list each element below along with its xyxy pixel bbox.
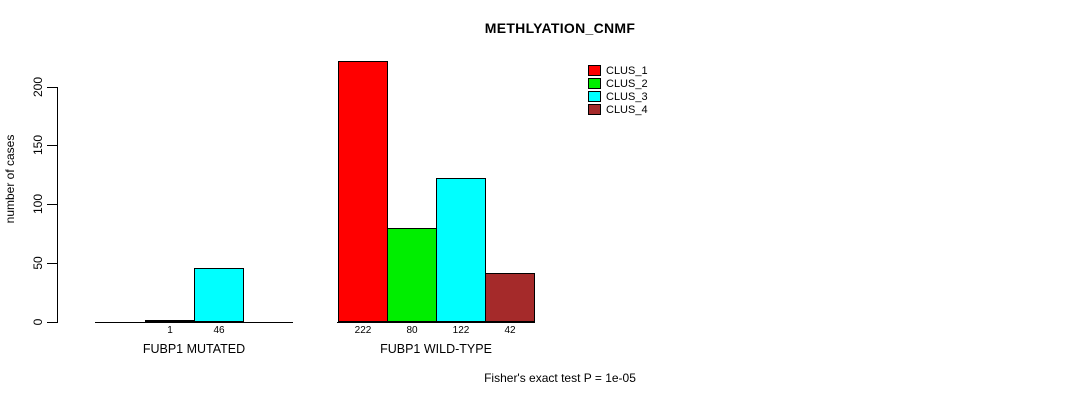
y-axis-tick-label: 0	[31, 318, 45, 326]
fisher-test-footnote: Fisher's exact test P = 1e-05	[484, 371, 636, 385]
legend-swatch-clus-2	[588, 78, 601, 89]
bar-clus-3-fubp1-wild-type	[436, 178, 486, 322]
legend-item-clus-2: CLUS_2	[588, 77, 648, 90]
legend-swatch-clus-1	[588, 65, 601, 76]
y-axis-line	[57, 87, 58, 323]
legend-label-clus-4: CLUS_4	[606, 103, 648, 116]
y-axis-label: number of cases	[3, 134, 17, 224]
group-baseline-fubp1-wild-type	[337, 322, 535, 323]
bar-clus-2-fubp1-mutated	[145, 320, 195, 322]
bar-value-label-clus-3-fubp1-wild-type: 122	[452, 325, 470, 336]
legend-label-clus-3: CLUS_3	[606, 90, 648, 103]
y-axis-tick	[47, 145, 57, 146]
group-label-fubp1-wild-type: FUBP1 WILD-TYPE	[380, 342, 492, 356]
legend-swatch-clus-3	[588, 91, 601, 102]
bar-clus-1-fubp1-wild-type	[338, 61, 388, 322]
legend-label-clus-2: CLUS_2	[606, 77, 648, 90]
bar-clus-4-fubp1-wild-type	[485, 273, 535, 322]
y-axis-tick-label: 50	[31, 256, 45, 270]
bar-value-label-clus-4-fubp1-wild-type: 42	[504, 325, 516, 336]
bar-clus-3-fubp1-mutated	[194, 268, 244, 322]
group-label-fubp1-mutated: FUBP1 MUTATED	[142, 342, 246, 356]
legend-item-clus-4: CLUS_4	[588, 103, 648, 116]
legend-swatch-clus-4	[588, 104, 601, 115]
y-axis-tick-label: 200	[31, 76, 45, 98]
legend-item-clus-1: CLUS_1	[588, 64, 648, 77]
bar-value-label-clus-1-fubp1-wild-type: 222	[354, 325, 372, 336]
y-axis-tick-label: 100	[31, 193, 45, 215]
bar-clus-2-fubp1-wild-type	[387, 228, 437, 322]
group-baseline-fubp1-mutated	[95, 322, 293, 323]
y-axis-tick	[47, 87, 57, 88]
y-axis-tick	[47, 204, 57, 205]
bar-value-label-clus-2-fubp1-wild-type: 80	[406, 325, 418, 336]
legend-item-clus-3: CLUS_3	[588, 90, 648, 103]
y-axis-tick	[47, 322, 57, 323]
chart-title: METHLYATION_CNMF	[484, 20, 636, 36]
legend: CLUS_1 CLUS_2 CLUS_3 CLUS_4	[588, 64, 648, 116]
bar-value-label-clus-2-fubp1-mutated: 1	[167, 325, 173, 336]
legend-label-clus-1: CLUS_1	[606, 64, 648, 77]
y-axis-tick-label: 150	[31, 134, 45, 156]
y-axis-tick	[47, 263, 57, 264]
bar-value-label-clus-3-fubp1-mutated: 46	[213, 325, 225, 336]
